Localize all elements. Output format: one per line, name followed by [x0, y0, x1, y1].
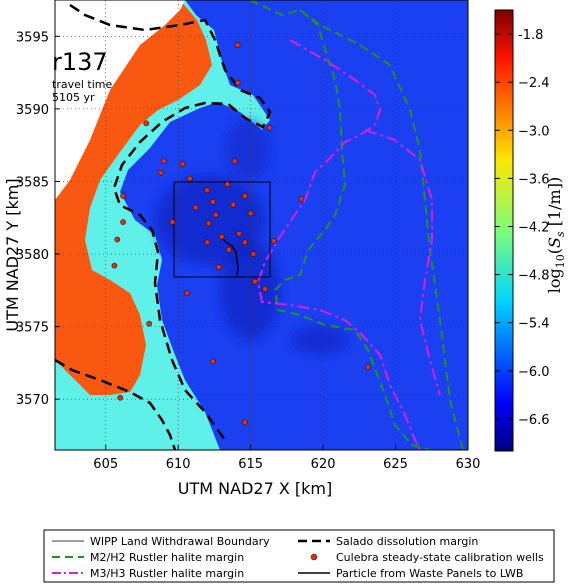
calibration-well	[224, 181, 231, 188]
colorbar-tick-label: -1.8	[518, 28, 543, 43]
y-tick-label: 3585	[16, 175, 49, 190]
x-tick-label: 625	[383, 457, 408, 472]
colorbar-tick-label: −3.0	[518, 124, 550, 139]
calibration-well	[215, 264, 222, 270]
calibration-well	[234, 42, 241, 48]
calibration-well	[146, 320, 153, 327]
travel-time-value: 5105 yr	[52, 91, 95, 104]
calibration-well	[210, 358, 216, 365]
colorbar-tick-label: −3.6	[518, 172, 550, 187]
calibration-well	[120, 193, 126, 199]
colorbar-tick-label: −5.4	[518, 317, 550, 332]
x-tick-label: 605	[93, 457, 118, 472]
storativity-field	[55, 0, 468, 450]
colorbar-tick-label: −4.8	[518, 269, 550, 284]
calibration-well	[169, 219, 176, 225]
calibration-well	[117, 394, 124, 401]
calibration-well	[213, 211, 219, 218]
field-white-region	[55, 0, 185, 200]
calibration-well	[252, 278, 258, 285]
legend-label-wells: Culebra steady-state calibration wells	[336, 551, 544, 564]
calibration-well	[192, 204, 199, 211]
calibration-well	[184, 290, 190, 297]
calibration-well	[160, 158, 167, 164]
m2h2-margin	[249, 0, 431, 450]
colorbar	[494, 9, 514, 452]
legend-label-salado: Salado dissolution margin	[336, 535, 478, 548]
calibration-well	[241, 239, 248, 246]
field-dark-patches	[155, 120, 348, 354]
well-markers	[111, 42, 371, 426]
calibration-well	[179, 161, 186, 167]
run-label: r137	[52, 48, 108, 76]
calibration-well	[247, 210, 254, 217]
m3h3-margin	[256, 39, 421, 450]
y-tick-label: 3590	[16, 103, 49, 118]
calibration-well	[226, 246, 232, 253]
calibration-well	[204, 187, 211, 194]
calibration-well	[250, 251, 257, 257]
calibration-well	[210, 198, 216, 205]
particle-path	[219, 235, 239, 278]
calibration-well	[270, 238, 277, 244]
x-tick-label: 620	[311, 457, 336, 472]
calibration-well	[231, 158, 238, 164]
y-tick-label: 3570	[16, 393, 49, 408]
gridlines	[55, 0, 468, 450]
legend-label-m2h2: M2/H2 Rustler halite margin	[90, 551, 244, 564]
wipp-boundary	[173, 181, 271, 278]
colorbar-tick-label: −4.2	[518, 220, 550, 235]
calibration-well	[186, 175, 193, 182]
colorbar-label: log10(Ss [1/m])	[545, 177, 567, 293]
calibration-well	[111, 262, 118, 269]
legend-label-wipp: WIPP Land Withdrawal Boundary	[90, 535, 270, 548]
legend-label-particle: Particle from Waste Panels to LWB	[336, 567, 523, 580]
calibration-well	[236, 230, 242, 237]
calibration-well	[365, 364, 371, 371]
calibration-well	[157, 169, 164, 176]
calibration-well	[218, 233, 225, 240]
calibration-well	[114, 236, 121, 243]
calibration-well	[298, 196, 305, 202]
plot-frame	[54, 0, 469, 451]
calibration-well	[266, 124, 273, 131]
colorbar-ticks: -1.8 −2.4 −3.0 −3.6 −4.2 −4.8 −5.4 −6.0 −6.6	[495, 28, 550, 428]
calibration-well	[241, 419, 248, 426]
calibration-well	[143, 120, 150, 127]
calibration-well	[262, 286, 268, 292]
y-axis-label: UTM NAD27 Y [km]	[3, 178, 22, 331]
calibration-well	[234, 79, 241, 86]
y-tick-label: 3580	[16, 248, 49, 263]
m2h2-margin-upper	[299, 9, 464, 450]
x-tick-label: 630	[456, 457, 481, 472]
x-tick-label: 610	[166, 457, 191, 472]
travel-time-label: travel time	[52, 78, 112, 91]
calibration-well	[204, 239, 211, 246]
y-tick-label: 3595	[16, 30, 49, 45]
legend-label-m3h3: M3/H3 Rustler halite margin	[90, 567, 244, 580]
m3h3-margin-right	[364, 129, 441, 396]
x-axis-ticks: 605 610 615 620 625 630	[93, 445, 480, 472]
salado-margin-lower	[55, 358, 177, 450]
legend-swatch-wells	[310, 553, 318, 561]
colorbar-tick-label: −6.6	[518, 413, 550, 428]
y-axis-ticks: 3570 3575 3580 3585 3590 3595	[16, 30, 60, 408]
calibration-well	[241, 193, 248, 199]
calibration-well	[230, 201, 237, 208]
colorbar-tick-label: −6.0	[518, 365, 550, 380]
y-tick-label: 3575	[16, 321, 49, 336]
x-tick-label: 615	[238, 457, 263, 472]
salado-margin-upper	[69, 3, 272, 441]
x-axis-label: UTM NAD27 X [km]	[178, 479, 332, 498]
colorbar-tick-label: −2.4	[518, 76, 550, 91]
calibration-well	[120, 219, 126, 225]
calibration-well	[205, 220, 212, 227]
